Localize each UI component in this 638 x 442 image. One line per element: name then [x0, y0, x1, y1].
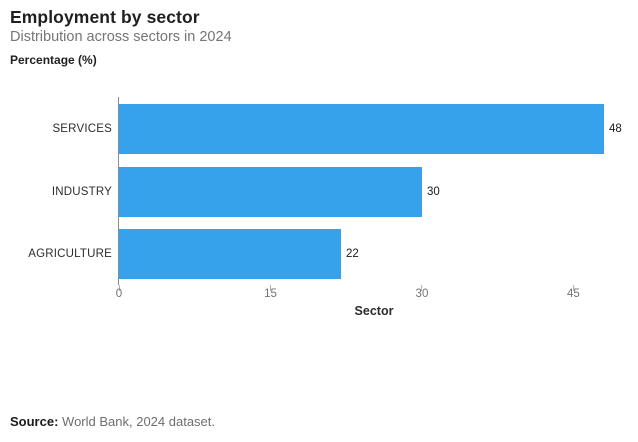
- x-axis-tick: [118, 285, 120, 291]
- chart-title: Employment by sector: [10, 7, 200, 27]
- source-note: Source: World Bank, 2024 dataset.: [10, 414, 215, 429]
- chart-subtitle: Distribution across sectors in 2024: [10, 29, 232, 45]
- x-axis-label: Sector: [354, 304, 394, 318]
- value-axis-title: Percentage (%): [10, 53, 97, 67]
- bar-value-label: 30: [427, 186, 440, 198]
- x-axis-tick: [421, 285, 423, 291]
- bar-services: [119, 104, 604, 154]
- x-axis-tick-label: 15: [264, 288, 277, 300]
- bar-industry: [119, 167, 422, 217]
- bar-value-label: 22: [346, 248, 359, 260]
- x-axis-tick-label: 0: [115, 288, 123, 300]
- x-axis-tick: [269, 285, 271, 291]
- bar-value-label: 48: [609, 123, 622, 135]
- plot-area: 48 SERVICES 30 INDUSTRY 22 AGRICULTURE 0 15 30 45: [28, 97, 630, 300]
- x-axis-tick-label: 30: [415, 288, 429, 300]
- source-label: Source:: [10, 414, 59, 429]
- x-axis-tick-label: 45: [567, 288, 580, 300]
- category-label: INDUSTRY: [51, 186, 112, 198]
- source-text: World Bank, 2024 dataset.: [62, 414, 215, 429]
- bar-agriculture: [119, 229, 341, 279]
- category-label: SERVICES: [52, 123, 112, 135]
- x-axis-tick: [572, 285, 574, 291]
- category-label: AGRICULTURE: [28, 248, 112, 260]
